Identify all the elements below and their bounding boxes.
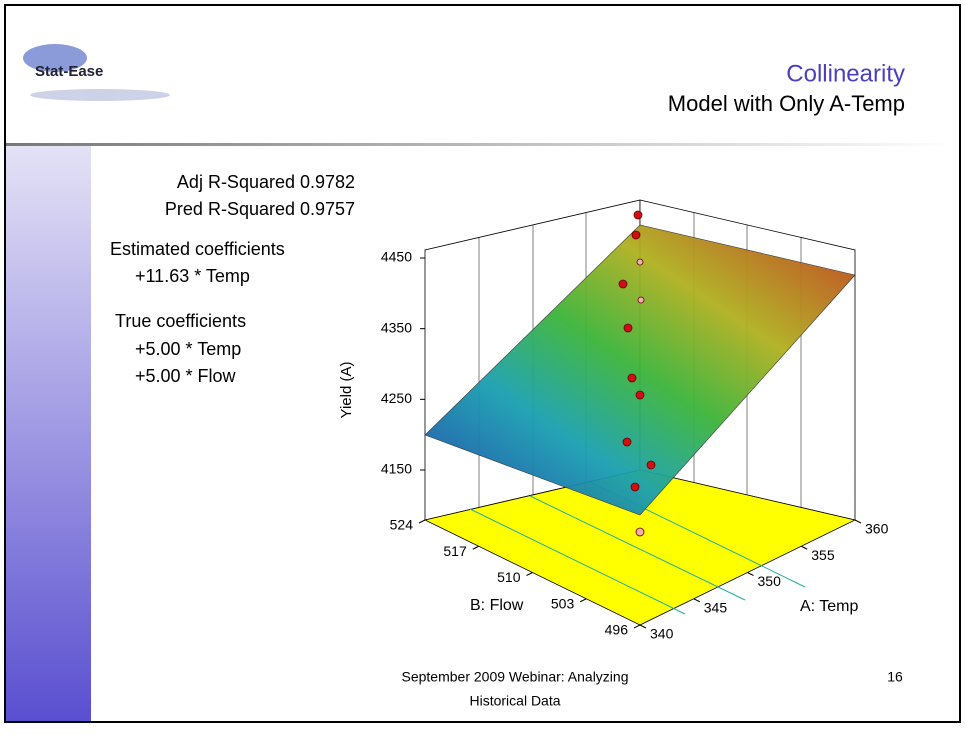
stat-value: 0.9757 [300,199,355,219]
z-axis-label: Yield (A) [338,362,355,419]
flow-tick [472,545,479,550]
side-bar [6,145,91,721]
flow-axis-label: B: Flow [470,597,524,614]
flow-tick [633,624,641,629]
flow-tick [418,519,426,524]
z-tick-label: 4150 [381,461,412,477]
data-points [618,210,656,537]
stat-label: Pred R-Squared [165,199,295,219]
slide-title: Collinearity [786,60,905,87]
coef-term: +5.00 * Temp [135,339,241,359]
temp-tick-label: 360 [865,521,889,537]
header-rule [6,143,959,146]
z-tick-label: 4250 [381,390,412,406]
flow-tick-label: 517 [443,543,467,559]
temp-tick-label: 340 [650,626,674,642]
stat-label: Adj R-Squared [177,172,295,192]
temp-tick-label: 355 [811,547,835,563]
logo: Stat-Ease [23,44,170,101]
flow-tick-label: 496 [605,622,629,638]
footer-text: September 2009 Webinar: Analyzing [402,669,629,685]
temp-tick [854,519,862,524]
temp-tick [747,572,754,576]
logo-text: Stat-Ease [35,63,103,80]
flow-tick-label: 524 [390,517,414,533]
coef-heading: True coefficients [115,311,246,331]
temp-tick-label: 345 [704,599,728,615]
footer-text: Historical Data [469,693,560,709]
temp-tick [639,624,647,629]
stat-value: 0.9782 [300,172,355,192]
temp-tick-label: 350 [758,573,782,589]
flow-tick-label: 503 [551,595,575,611]
z-tick-label: 4350 [381,319,412,335]
plot-box [423,199,857,626]
coef-term: +11.63 * Temp [135,266,250,286]
coef-term: +5.00 * Flow [135,366,237,386]
temp-tick [801,545,808,550]
temp-tick [693,598,700,603]
z-tick-label: 4450 [381,249,412,265]
page-number: 16 [887,669,903,685]
flow-tick [580,598,587,603]
flow-tick [526,572,533,576]
flow-tick-label: 510 [497,569,521,585]
slide-subtitle: Model with Only A-Temp [668,91,905,116]
temp-axis-label: A: Temp [800,598,859,615]
coef-heading: Estimated coefficients [110,239,285,259]
